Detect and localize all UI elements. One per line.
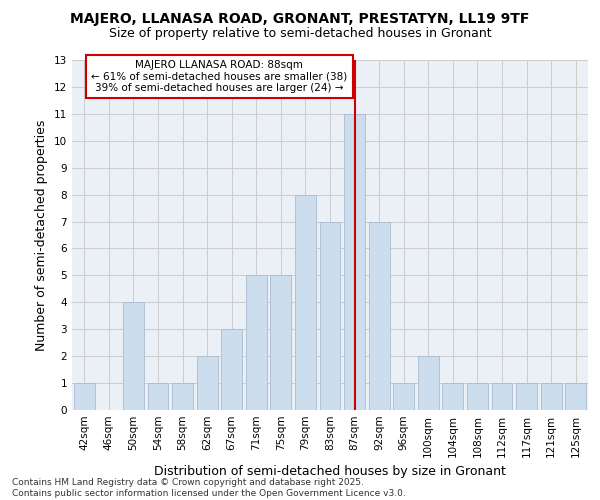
Bar [221,329,242,410]
X-axis label: Distribution of semi-detached houses by size in Gronant: Distribution of semi-detached houses by … [154,466,506,478]
Bar [467,383,488,410]
Bar [368,222,389,410]
Bar [246,276,267,410]
Text: Size of property relative to semi-detached houses in Gronant: Size of property relative to semi-detach… [109,28,491,40]
Bar [271,276,292,410]
Bar [320,222,340,410]
Bar [172,383,193,410]
Y-axis label: Number of semi-detached properties: Number of semi-detached properties [35,120,49,350]
Bar [295,194,316,410]
Bar [565,383,586,410]
Bar [123,302,144,410]
Bar [491,383,512,410]
Bar [74,383,95,410]
Bar [541,383,562,410]
Bar [418,356,439,410]
Bar [344,114,365,410]
Text: MAJERO, LLANASA ROAD, GRONANT, PRESTATYN, LL19 9TF: MAJERO, LLANASA ROAD, GRONANT, PRESTATYN… [70,12,530,26]
Text: MAJERO LLANASA ROAD: 88sqm
← 61% of semi-detached houses are smaller (38)
39% of: MAJERO LLANASA ROAD: 88sqm ← 61% of semi… [91,60,347,93]
Bar [148,383,169,410]
Bar [393,383,414,410]
Bar [516,383,537,410]
Text: Contains HM Land Registry data © Crown copyright and database right 2025.
Contai: Contains HM Land Registry data © Crown c… [12,478,406,498]
Bar [197,356,218,410]
Bar [442,383,463,410]
